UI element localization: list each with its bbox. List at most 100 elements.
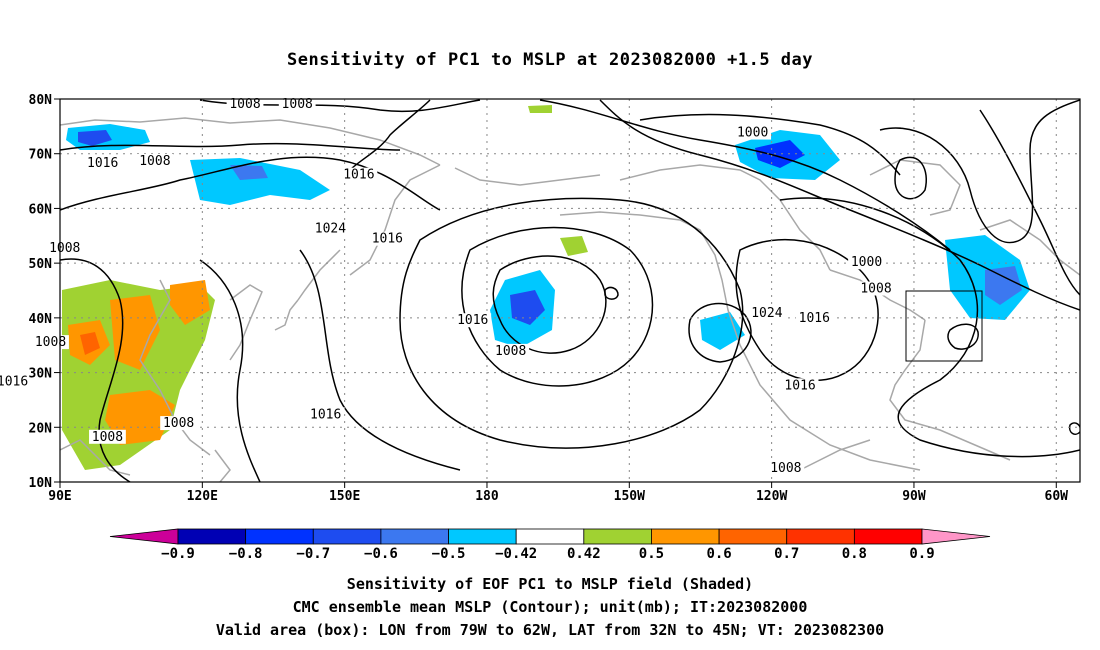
shade-positive-pacific [560,236,588,256]
contour-label: 1008 [163,416,194,431]
colorbar-label: −0.6 [364,546,398,562]
mslp-contours [60,99,1080,482]
lon-tick-label: 120E [187,489,218,504]
colorbar-label: 0.42 [567,546,601,562]
contour-label-bg [795,311,833,326]
contour-labels: 1008 1008 1016 1008 1016 1000 1024 1016 1008 1000… [0,97,895,476]
colorbar-label: 0.9 [909,546,934,562]
lon-tick-label: 60W [1045,489,1069,504]
colorbar-segment [583,528,652,545]
contour-label-bg [84,156,122,171]
caption-valid-area: Valid area (box): LON from 79W to 62W, L… [215,621,885,639]
contour-label-bg [857,281,895,296]
colorbar-segment [515,528,585,545]
contour-label: 1016 [87,156,118,171]
contour-label: 1016 [343,168,374,183]
colorbar-label: 0.5 [639,546,664,562]
shade-negative-atlantic-core [985,266,1022,305]
contour-label: 1008 [495,344,526,359]
contour-label-bg [492,343,530,358]
colorbar-segment [380,528,449,545]
colorbar-segment [109,528,179,545]
contour-label: 1016 [799,311,830,326]
colorbar-segment [853,528,923,545]
map-plot-area [60,99,1080,482]
longitude-axis: 90E 120E 150E 180 150W 120W 90W 60W [48,482,1068,504]
contour-label-bg [46,241,84,256]
contour-label: 1000 [737,126,768,141]
grid-lines [60,99,1080,482]
contour-label: 1008 [35,335,66,350]
colorbar-segment [651,528,720,545]
contour-label-bg [781,378,819,393]
lon-tick-label: 90W [902,489,926,504]
lon-tick-label: 180 [475,489,499,504]
lon-tick-label: 150E [329,489,360,504]
contour-label: 1008 [770,461,801,476]
contour-label: 1008 [229,97,260,112]
valid-area-box [905,290,983,362]
shade-negative-east-siberia-core [230,165,268,180]
contour-label: 1008 [92,430,123,445]
lat-tick-label: 60N [29,202,53,217]
contour-label-bg [748,306,786,321]
lat-tick-label: 30N [29,367,53,382]
latitude-axis: 80N 70N 60N 50N 40N 30N 20N 10N [29,93,60,491]
contour-label-bg [454,313,492,328]
shade-negative-east-siberia [190,158,330,205]
contour-label: 1008 [139,154,170,169]
shade-positive-north [528,105,552,113]
contour-label-bg [307,407,345,422]
colorbar-segment [245,528,314,545]
lat-tick-label: 80N [29,93,53,108]
colorbar-label: −0.42 [495,546,537,562]
colorbar-segment [177,528,247,545]
contour-label-bg [340,167,378,182]
lon-tick-label: 120W [756,489,787,504]
lat-tick-label: 50N [29,257,53,272]
plot-frame [59,98,1081,483]
shade-negative-north-pacific-core [510,290,545,325]
shade-positive-china-orange-4 [170,280,210,325]
contour-label-bg [734,125,772,140]
contour-label: 1016 [372,232,403,247]
colorbar-label: −0.7 [296,546,330,562]
caption-contour: CMC ensemble mean MSLP (Contour); unit(m… [292,598,808,616]
contour-label-bg [312,221,349,236]
plot-title: Sensitivity of PC1 to MSLP at 2023082000… [286,50,813,70]
contour-label: 1024 [751,306,782,321]
contour-label-bg [278,97,316,112]
contour-label-bg [89,429,126,444]
colorbar-label: −0.9 [161,546,195,562]
contour-label: 1016 [457,313,488,328]
colorbar-label: 0.8 [842,546,867,562]
colorbar-segment [921,528,991,545]
colorbar-segment [448,528,517,545]
contour-label: 1008 [860,282,891,297]
lat-tick-label: 40N [29,312,53,327]
lat-tick-label: 70N [29,148,53,163]
contour-label-bg [767,460,805,475]
contour-label-bg [160,416,198,431]
colorbar-segment [786,528,855,545]
contour-label: 1016 [784,378,815,393]
colorbar-segment [718,528,788,545]
contour-label: 1016 [310,407,341,422]
contour-label-bg [848,255,885,270]
shade-positive-china-core [80,332,100,355]
shade-negative-west-pacific [700,312,745,350]
colorbar-label: 0.6 [706,546,731,562]
coastlines [60,117,1080,482]
contour-label: 1008 [282,97,313,112]
contour-label-bg [368,231,406,246]
shade-negative-siberia-core [78,130,112,146]
colorbar-label: 0.7 [774,546,799,562]
contour-label-bg [136,154,174,169]
caption-shading: Sensitivity of EOF PC1 to MSLP field (Sh… [346,575,754,593]
lon-tick-label: 150W [614,489,645,504]
lat-tick-label: 10N [29,476,53,491]
colorbar-label: −0.5 [432,546,466,562]
contour-label-bg [226,97,264,112]
colorbar: −0.9 −0.8 −0.7 −0.6 −0.5 −0.42 0.42 0.5 0.6 0.7 0.… [109,528,991,562]
